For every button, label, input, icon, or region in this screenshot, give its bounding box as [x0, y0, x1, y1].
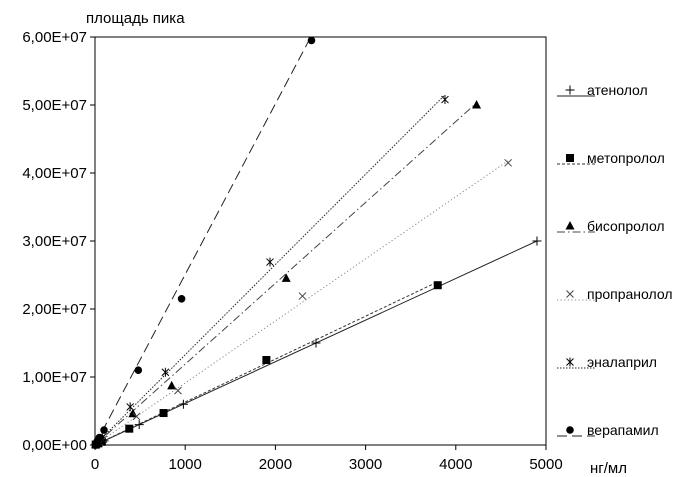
- data-point: [100, 426, 108, 434]
- data-point: [161, 367, 170, 377]
- y-axis-label: площадь пика: [86, 10, 185, 27]
- legend: атенолол метопролол бисопролол пропранолол э…: [557, 82, 673, 438]
- data-point: [566, 426, 574, 434]
- x-tick-label: 0: [91, 456, 99, 473]
- trend-line: [94, 35, 312, 446]
- plot-area: [91, 35, 542, 450]
- legend-item: пропранолол: [557, 286, 673, 302]
- data-point: [125, 424, 134, 433]
- data-point: [433, 281, 442, 290]
- data-point: [126, 402, 135, 412]
- x-tick-label: 4000: [439, 456, 472, 473]
- series: [91, 100, 482, 448]
- data-point: [132, 412, 141, 421]
- trend-line: [94, 102, 477, 446]
- legend-item: атенолол: [557, 82, 648, 98]
- trend-line: [94, 94, 446, 446]
- data-point: [167, 380, 177, 390]
- x-tick-label: 3000: [349, 456, 382, 473]
- legend-item: метопролол: [557, 150, 665, 166]
- series: [91, 94, 449, 449]
- legend-item: эналаприл: [557, 354, 657, 370]
- series: [91, 281, 442, 449]
- data-point: [307, 36, 316, 45]
- legend-item: бисопролол: [557, 218, 665, 234]
- data-point: [159, 409, 168, 418]
- series: [91, 158, 512, 449]
- data-point: [504, 158, 512, 167]
- trend-line: [94, 281, 438, 446]
- x-tick-label: 2000: [259, 456, 292, 473]
- series: [91, 35, 316, 449]
- trend-line: [94, 160, 509, 446]
- data-point: [441, 95, 449, 105]
- data-point: [298, 292, 307, 300]
- plot-axes: 0 1000 2000 3000 4000 5000 0,00E+00 1,00E+07 2,0…: [22, 29, 562, 473]
- data-point: [174, 386, 182, 395]
- data-point: [266, 257, 274, 267]
- y-tick-label: 1,00E+07: [22, 369, 87, 386]
- x-tick-label: 5000: [529, 456, 562, 473]
- data-point: [311, 338, 321, 348]
- data-point: [472, 100, 482, 109]
- data-point: [566, 290, 574, 298]
- data-point: [532, 236, 542, 246]
- data-point: [566, 154, 574, 162]
- data-point: [95, 433, 104, 442]
- x-axis-label: нг/мл: [590, 460, 627, 477]
- legend-item: верапамил: [557, 422, 659, 438]
- y-tick-label: 5,00E+07: [22, 97, 87, 114]
- y-tick-label: 3,00E+07: [22, 233, 87, 250]
- data-point: [565, 85, 575, 95]
- y-tick-label: 2,00E+07: [22, 301, 87, 318]
- legend-label: верапамил: [587, 422, 659, 438]
- data-point: [566, 357, 574, 367]
- legend-label: метопролол: [587, 150, 665, 166]
- series: [91, 236, 542, 450]
- x-tick-label: 1000: [169, 456, 202, 473]
- legend-label: эналаприл: [587, 354, 657, 370]
- data-point: [178, 399, 188, 409]
- y-tick-label: 0,00E+00: [22, 437, 87, 454]
- data-point: [281, 273, 291, 282]
- y-tick-label: 4,00E+07: [22, 165, 87, 182]
- data-point: [134, 420, 144, 430]
- data-point: [262, 356, 271, 364]
- plot-frame: [94, 36, 547, 446]
- data-point: [134, 366, 143, 375]
- data-point: [565, 221, 575, 230]
- data-point: [177, 295, 186, 303]
- legend-label: бисопролол: [587, 218, 665, 234]
- legend-label: пропранолол: [587, 286, 673, 302]
- legend-label: атенолол: [587, 82, 648, 98]
- y-tick-label: 6,00E+07: [22, 29, 87, 46]
